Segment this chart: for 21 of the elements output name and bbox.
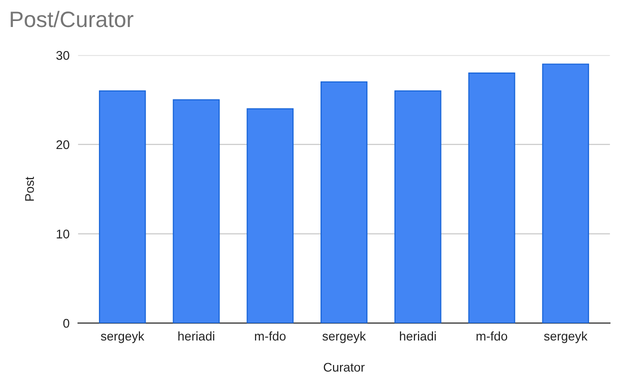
y-tick-label: 0 bbox=[63, 318, 70, 328]
x-tick-label: m-fdo bbox=[476, 331, 508, 341]
x-tick-label: heriadi bbox=[178, 331, 214, 341]
bar bbox=[468, 72, 516, 324]
x-tick-label: sergeyk bbox=[544, 331, 588, 344]
y-tick-label: 10 bbox=[56, 230, 70, 238]
y-tick-label: 20 bbox=[56, 140, 70, 150]
x-axis-title: Curator bbox=[324, 362, 365, 372]
bar bbox=[98, 90, 146, 324]
bar bbox=[320, 81, 368, 324]
x-tick-label: sergeyk bbox=[100, 331, 144, 344]
y-axis-title: Post bbox=[25, 176, 34, 201]
bar bbox=[172, 99, 220, 324]
x-tick-label: heriadi bbox=[400, 331, 436, 341]
bar bbox=[394, 90, 442, 324]
y-tick-label: 30 bbox=[56, 51, 70, 60]
bar bbox=[542, 64, 590, 324]
bar bbox=[246, 108, 294, 324]
x-tick-label: m-fdo bbox=[254, 331, 286, 341]
x-tick-label: sergeyk bbox=[322, 331, 366, 344]
chart-title: Post/Curator bbox=[10, 10, 134, 28]
